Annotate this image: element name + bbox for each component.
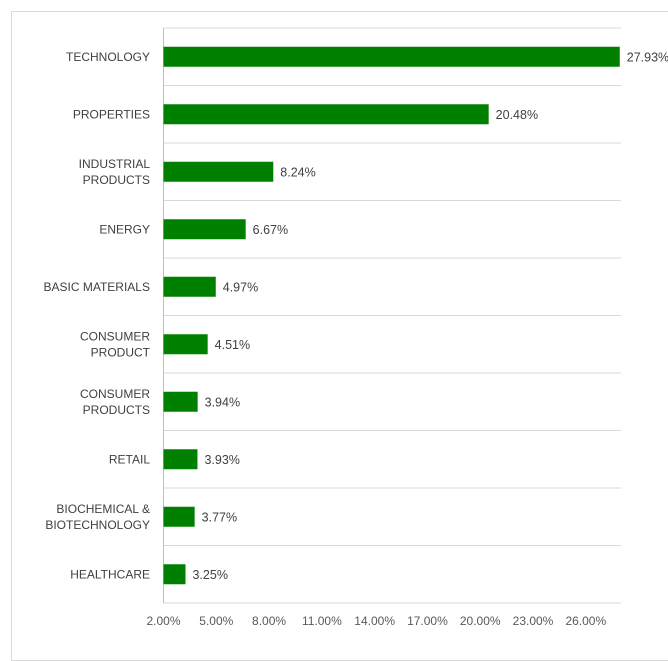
category-label-line: BASIC MATERIALS [44,280,150,294]
category-label-line: ENERGY [99,222,150,236]
x-tick-label: 20.00% [460,614,501,628]
x-tick-label: 14.00% [354,614,395,628]
data-label: 3.94% [205,395,240,409]
category-label-line: PROPERTIES [73,107,150,121]
bar [163,564,186,585]
data-label: 8.24% [280,165,315,179]
data-label: 6.67% [253,223,288,237]
bar [163,506,195,527]
category-label: PROPERTIES [73,107,150,121]
data-label: 27.93% [627,50,668,64]
bar [163,104,489,125]
category-label-line: HEALTHCARE [70,567,150,581]
x-tick-label: 23.00% [513,614,554,628]
data-label: 4.51% [215,338,250,352]
category-label: HEALTHCARE [70,567,150,581]
category-label: TECHNOLOGY [66,50,150,64]
x-tick-label: 17.00% [407,614,448,628]
data-label: 3.93% [204,453,239,467]
category-label-line: INDUSTRIAL [79,157,151,171]
category-label: CONSUMER PRODUCT [80,329,151,359]
category-label: CONSUMER PRODUCTS [80,387,150,417]
x-tick-label: 11.00% [302,614,342,628]
bar [163,161,274,182]
x-tick-label: 8.00% [252,614,286,628]
category-label-line: PRODUCTS [83,403,150,417]
category-label: INDUSTRIAL PRODUCTS [79,157,151,187]
category-label: BIOCHEMICAL & BIOTECHNOLOGY [45,502,150,532]
category-label-line: PRODUCT [91,345,151,359]
category-label-line: BIOCHEMICAL & [56,502,150,516]
x-tick-label: 2.00% [146,614,180,628]
bar [163,276,216,297]
category-label: RETAIL [109,452,150,466]
bar [163,219,246,240]
category-label-line: RETAIL [109,452,150,466]
data-label: 3.25% [192,568,227,582]
category-label-line: CONSUMER [80,387,150,401]
category-label-line: TECHNOLOGY [66,50,150,64]
x-tick-label: 5.00% [199,614,233,628]
category-label: ENERGY [99,222,150,236]
category-label: BASIC MATERIALS [44,280,150,294]
data-label: 20.48% [496,108,538,122]
bar [163,449,198,470]
bar [163,334,208,355]
category-label-line: PRODUCTS [83,173,150,187]
bar [163,46,620,67]
bar-chart: 27.93% TECHNOLOGY 20.48% PROPERTIES 8.24% IND… [44,27,668,628]
category-label-line: CONSUMER [80,329,150,343]
category-label-line: BIOTECHNOLOGY [45,518,150,532]
data-label: 3.77% [202,510,237,524]
bar [163,391,198,412]
x-tick-label: 26.00% [565,614,606,628]
data-label: 4.97% [223,280,258,294]
